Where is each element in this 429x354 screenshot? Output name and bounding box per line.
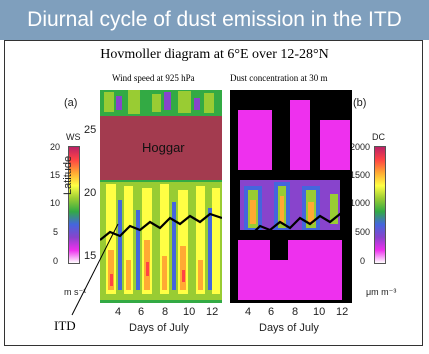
dc-tick-0: 2000 [350, 142, 371, 152]
x-tick-a-4: 4 [115, 306, 122, 318]
itd-line-a [100, 212, 222, 241]
x-axis-label-a: Days of July [129, 322, 189, 334]
x-tick-b-6: 6 [268, 306, 275, 318]
dc-unit: μm m⁻³ [366, 287, 397, 297]
x-axis-label-b: Days of July [259, 322, 319, 334]
x-tick-b-4: 4 [245, 306, 252, 318]
x-tick-a-8: 8 [162, 306, 169, 318]
x-tick-a-12: 12 [206, 306, 219, 318]
dust-concentration-plot [230, 90, 352, 303]
panel-a-tag: (a) [64, 97, 78, 109]
itd-line-b [230, 212, 352, 241]
ws-tick-0: 20 [50, 142, 61, 152]
panel-a-title: Wind speed at 925 hPa [112, 73, 195, 83]
slide-title: Diurnal cycle of dust emission in the IT… [27, 8, 402, 31]
y-tick-15: 15 [84, 250, 97, 262]
x-tick-b-12: 12 [336, 306, 349, 318]
ws-tick-3: 5 [53, 227, 59, 237]
itd-annotation: ITD [54, 318, 76, 333]
ws-tick-2: 10 [50, 198, 61, 208]
panel-b-tag: (b) [353, 97, 367, 109]
figure-subtitle: Hovmoller diagram at 6°E over 12-28°N [100, 47, 329, 62]
dc-tick-4: 0 [360, 256, 366, 266]
dc-tick-2: 1000 [350, 198, 371, 208]
wind-speed-hovmoller: Hoggar [100, 90, 222, 303]
dc-colorbar-label: DC [372, 132, 385, 142]
wind-speed-plot [100, 90, 222, 303]
ws-unit: m s⁻¹ [64, 287, 87, 297]
hoggar-label: Hoggar [142, 140, 185, 155]
y-tick-25: 25 [84, 124, 97, 136]
x-tick-a-6: 6 [138, 306, 145, 318]
x-tick-a-10: 10 [183, 306, 196, 318]
dust-concentration-hovmoller [230, 90, 352, 303]
y-tick-20: 20 [84, 187, 97, 199]
ws-tick-4: 0 [53, 256, 59, 266]
dc-tick-1: 1500 [350, 170, 371, 180]
title-bar: Diurnal cycle of dust emission in the IT… [0, 0, 429, 40]
x-tick-b-8: 8 [292, 306, 299, 318]
hoggar-region [100, 116, 222, 180]
x-tick-b-10: 10 [313, 306, 326, 318]
dc-colorbar [374, 146, 386, 264]
dc-tick-3: 500 [355, 227, 371, 237]
ws-colorbar [68, 146, 80, 264]
panel-b-title: Dust concentration at 30 m [230, 73, 328, 83]
ws-tick-1: 15 [50, 170, 61, 180]
ws-colorbar-label: WS [66, 132, 81, 142]
